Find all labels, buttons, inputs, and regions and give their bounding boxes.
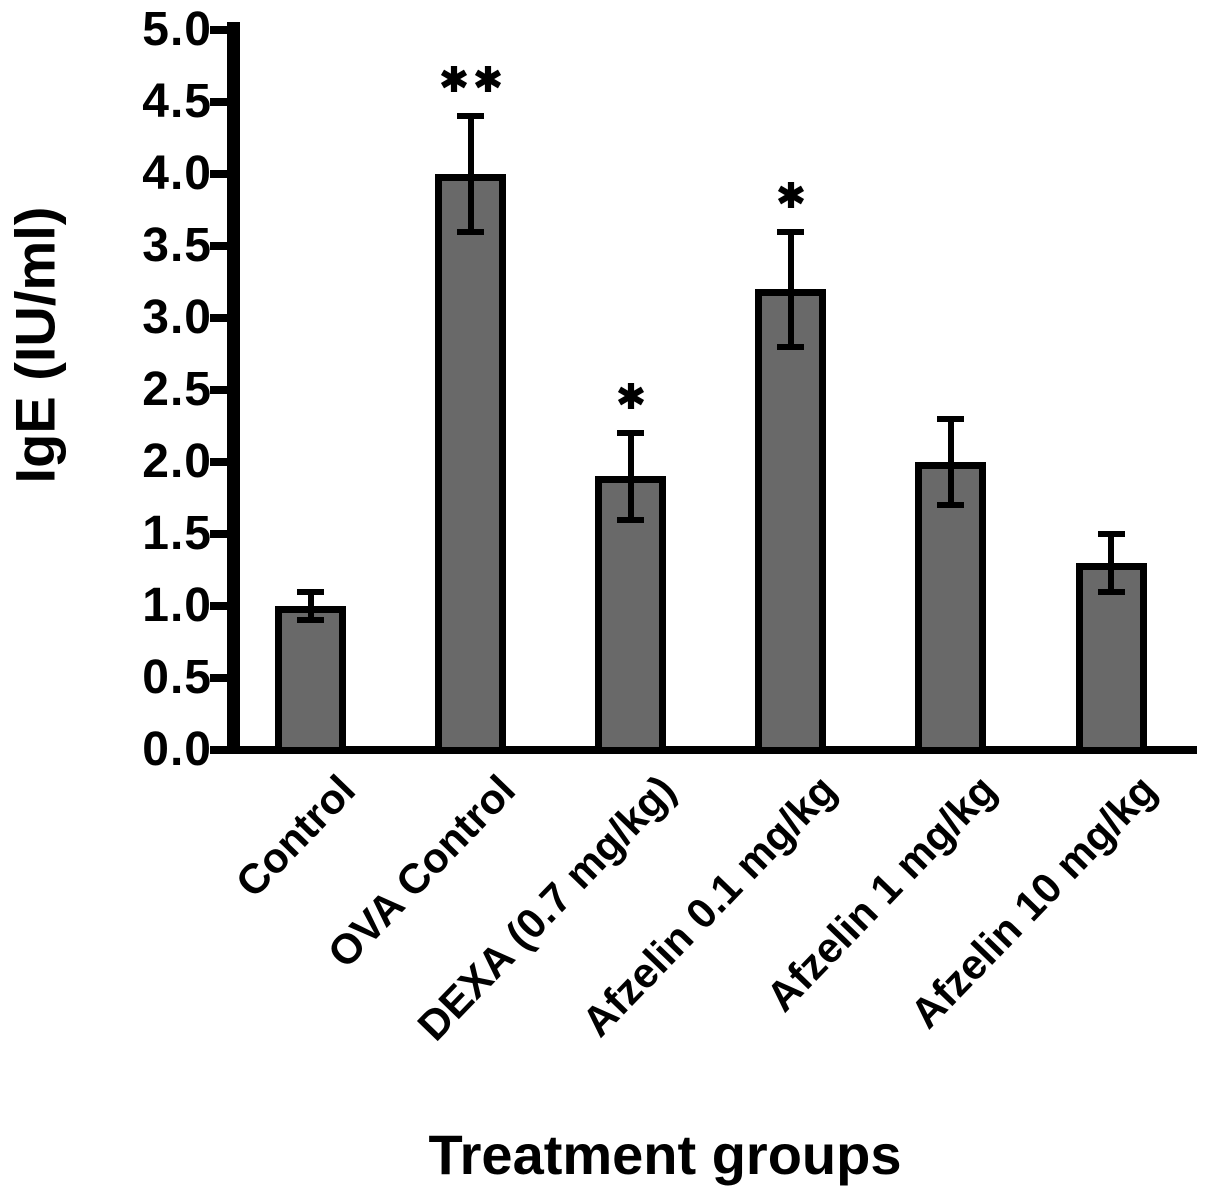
error-bar-cap-top [617,430,645,437]
bar-control [275,606,346,754]
error-bar-line [947,418,954,506]
y-tick-label-2.5: 2.5 [142,363,212,416]
error-bar-cap-bottom [457,228,485,235]
y-axis-line [227,22,240,754]
error-bar-cap-top [457,113,485,120]
y-tick-label-1.0: 1.0 [142,579,212,632]
significance-mark-1star [617,382,645,410]
y-tick-mark-4.0 [210,170,227,178]
y-tick-label-2.0: 2.0 [142,435,212,488]
error-bar-line [467,116,474,232]
error-bar-line [787,231,794,347]
asterisk-icon [474,66,501,93]
bar-afzelin-0-1-mg-kg [755,289,827,754]
y-tick-mark-0.5 [210,674,227,682]
y-tick-mark-2.0 [210,458,227,466]
error-bar-cap-bottom [1097,588,1125,595]
y-tick-label-1.5: 1.5 [142,507,212,560]
error-bar-line [627,433,634,520]
error-bar-cap-top [937,415,965,422]
x-axis-line [227,746,1197,754]
y-tick-label-4.5: 4.5 [142,75,212,128]
error-bar-cap-bottom [297,617,324,624]
asterisk-icon [440,66,467,93]
x-category-label-control: Control [226,766,365,907]
y-tick-mark-2.5 [210,386,227,394]
y-tick-mark-3.5 [210,242,227,250]
error-bar-line [307,591,314,621]
error-bar-cap-top [297,588,324,595]
bar-dexa-0-7-mg-kg- [595,476,667,754]
error-bar-cap-bottom [937,502,965,509]
error-bar-cap-bottom [777,343,805,350]
y-tick-mark-1.0 [210,602,227,610]
y-tick-label-0.5: 0.5 [142,651,212,704]
y-tick-mark-1.5 [210,530,227,538]
bar-afzelin-10-mg-kg [1075,562,1147,754]
significance-mark-1star [777,181,805,209]
error-bar-cap-top [1097,531,1125,537]
asterisk-icon [617,383,644,410]
y-tick-label-0.0: 0.0 [142,723,212,776]
error-bar-cap-top [777,228,805,235]
y-tick-mark-5.0 [210,26,227,34]
x-axis-title: Treatment groups [428,1123,902,1186]
significance-mark-2star [440,65,502,93]
bar-ova-control [435,174,507,754]
y-tick-label-3.0: 3.0 [142,291,212,344]
y-tick-label-5.0: 5.0 [142,3,212,56]
y-tick-mark-3.0 [210,314,227,322]
asterisk-icon [777,181,804,208]
y-tick-mark-4.5 [210,98,227,106]
y-tick-mark-0.0 [210,746,227,754]
y-tick-label-3.5: 3.5 [142,219,212,272]
error-bar-cap-bottom [617,516,645,523]
y-tick-label-4.0: 4.0 [142,147,212,200]
error-bar-line [1108,534,1114,592]
